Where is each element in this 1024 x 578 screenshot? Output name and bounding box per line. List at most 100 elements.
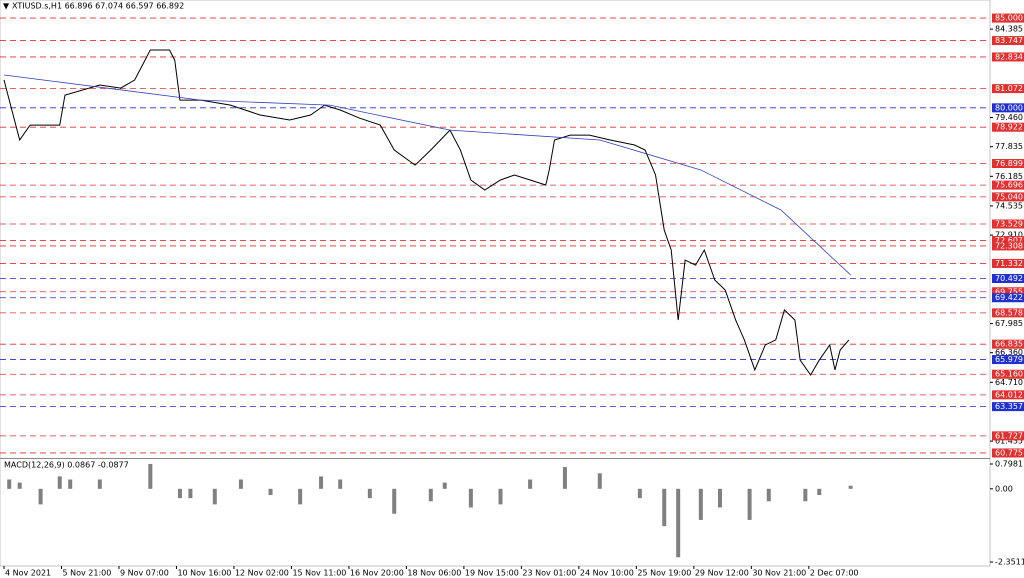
macd-bar <box>562 467 567 489</box>
y-tick-label: 0.7981 <box>995 459 1023 468</box>
level-label: 82.834 <box>995 52 1023 61</box>
y-tick-label: 72.910 <box>995 231 1023 240</box>
y-tick-label: 67.985 <box>995 319 1023 328</box>
level-tag <box>992 308 1024 318</box>
level-tag <box>992 103 1024 113</box>
level-label: 78.922 <box>995 123 1023 132</box>
x-tick-label: 16 Nov 20:00 <box>350 569 404 578</box>
menu-arrow[interactable]: ▼ <box>3 2 10 11</box>
y-tick-label: -2.3511 <box>995 557 1024 566</box>
macd-bar <box>57 476 62 489</box>
level-tag <box>992 13 1024 23</box>
level-label: 75.696 <box>995 181 1023 190</box>
level-tag <box>992 274 1024 284</box>
macd-bar <box>238 479 243 489</box>
y-tick-label: 84.385 <box>995 25 1023 34</box>
level-tag <box>992 369 1024 379</box>
level-label: 73.529 <box>995 220 1023 229</box>
level-label: 81.072 <box>995 84 1023 93</box>
level-label: 64.012 <box>995 390 1023 399</box>
macd-bar <box>803 488 808 502</box>
macd-title: MACD(12,26,9) 0.0867 -0.0877 <box>4 461 129 470</box>
level-label: 60.775 <box>995 448 1023 457</box>
level-tag <box>992 192 1024 202</box>
level-label: 85.000 <box>995 14 1023 23</box>
x-tick-label: 23 Nov 01:00 <box>522 569 576 578</box>
x-tick-label: 9 Nov 07:00 <box>120 569 169 578</box>
macd-bar <box>662 488 667 527</box>
y-tick-label: 61.435 <box>995 437 1023 446</box>
macd-bar <box>498 488 503 505</box>
macd-bar <box>177 488 182 499</box>
x-tick-label: 15 Nov 11:00 <box>292 569 346 578</box>
x-tick-label: 25 Nov 19:00 <box>637 569 691 578</box>
macd-bar <box>637 488 642 499</box>
macd-bar <box>298 488 303 505</box>
level-label: 68.578 <box>995 308 1023 317</box>
macd-bar <box>442 482 447 489</box>
plot-frame <box>0 0 991 567</box>
macd-bar <box>747 488 752 520</box>
x-tick-label: 19 Nov 15:00 <box>465 569 519 578</box>
level-label: 83.747 <box>995 36 1023 45</box>
x-tick-label: 4 Nov 2021 <box>5 569 51 578</box>
macd-bar <box>319 476 324 489</box>
x-tick-label: 18 Nov 06:00 <box>407 569 461 578</box>
level-tag <box>992 122 1024 132</box>
macd-bar <box>392 488 397 514</box>
level-label: 69.422 <box>995 293 1023 302</box>
macd-bar <box>717 488 722 508</box>
level-label: 70.492 <box>995 274 1023 283</box>
level-tag <box>992 355 1024 365</box>
level-label: 63.357 <box>995 402 1023 411</box>
macd-bar <box>268 488 273 496</box>
x-tick-label: 12 Nov 02:00 <box>235 569 289 578</box>
x-tick-label: 5 Nov 21:00 <box>62 569 111 578</box>
y-tick-label: 76.185 <box>995 172 1023 181</box>
level-tag <box>992 219 1024 229</box>
level-tag <box>992 258 1024 268</box>
macd-bar <box>676 488 681 558</box>
level-tag <box>992 84 1024 94</box>
price-line <box>3 49 850 376</box>
level-tag <box>992 431 1024 441</box>
x-tick-label: 29 Nov 12:00 <box>695 569 749 578</box>
level-label: 80.000 <box>995 103 1023 112</box>
y-tick-label: 74.535 <box>995 201 1023 210</box>
level-tag <box>992 52 1024 62</box>
x-tick-label: 2 Dec 07:00 <box>810 569 859 578</box>
x-tick-label: 24 Nov 10:00 <box>580 569 634 578</box>
level-label: 71.332 <box>995 259 1023 268</box>
level-tag <box>992 36 1024 46</box>
level-tag <box>992 236 1024 246</box>
macd-bar <box>7 479 12 489</box>
level-label: 75.040 <box>995 192 1023 201</box>
chart-title: XTIUSD.s,H1 66.896 67.074 66.597 66.892 <box>12 2 184 11</box>
y-tick-label: 77.835 <box>995 142 1023 151</box>
level-tag <box>992 287 1024 297</box>
y-tick-label: 0.00 <box>995 484 1013 493</box>
macd-bar <box>528 479 533 489</box>
level-label: 76.899 <box>995 159 1023 168</box>
macd-bar <box>468 488 473 508</box>
level-label: 69.755 <box>995 287 1023 296</box>
macd-bar <box>148 463 153 489</box>
macd-bar <box>698 488 703 520</box>
macd-bar <box>766 488 771 502</box>
macd-bar <box>97 479 102 489</box>
y-tick-label: 64.710 <box>995 378 1023 387</box>
level-tag <box>992 339 1024 349</box>
macd-bar <box>848 485 853 489</box>
price-line <box>3 74 851 276</box>
level-tag <box>992 390 1024 400</box>
level-label: 61.727 <box>995 431 1023 440</box>
macd-bar <box>338 479 343 489</box>
level-tag <box>992 241 1024 251</box>
level-tag <box>992 448 1024 458</box>
macd-bar <box>188 488 193 499</box>
macd-bar <box>212 488 217 505</box>
y-tick-label: 79.460 <box>995 113 1023 122</box>
level-tag <box>992 293 1024 303</box>
x-tick-label: 30 Nov 21:00 <box>752 569 806 578</box>
